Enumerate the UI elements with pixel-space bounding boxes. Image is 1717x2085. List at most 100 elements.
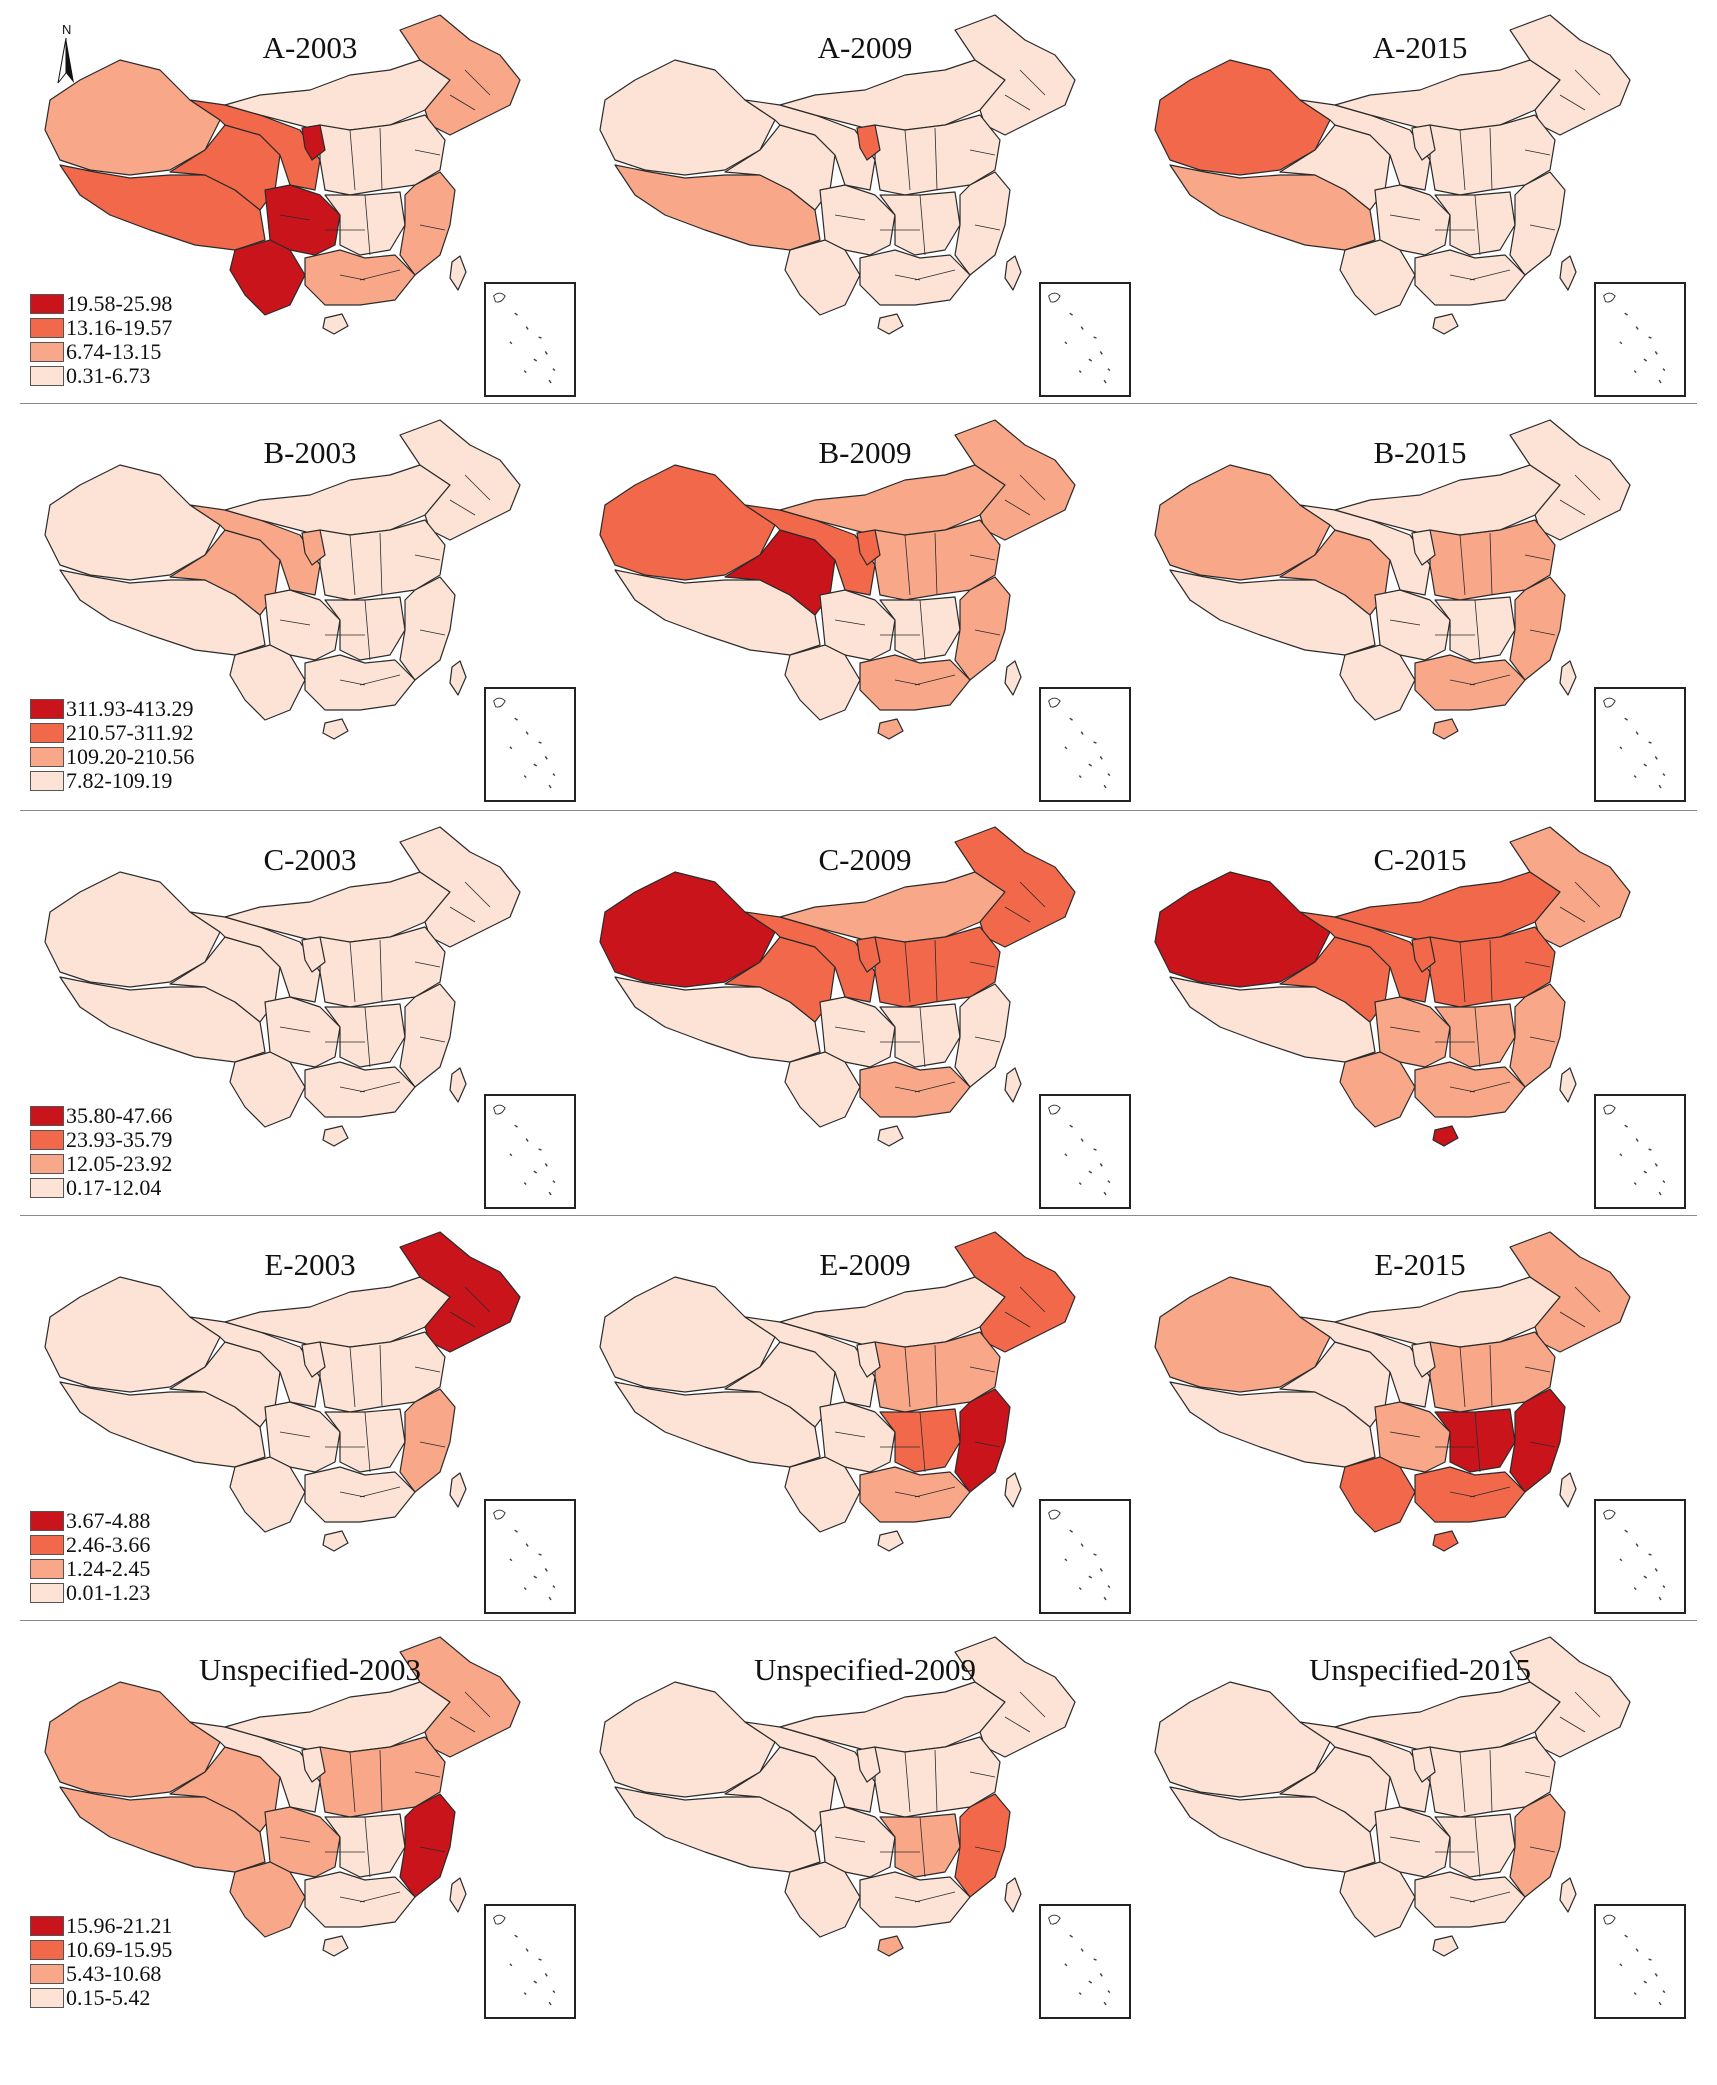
region-qinghai xyxy=(1279,124,1391,211)
province-boundary xyxy=(1524,149,1551,156)
province-boundary xyxy=(379,127,383,191)
panel-title: E-2015 xyxy=(1374,1247,1466,1282)
legend-swatch xyxy=(30,1511,64,1531)
region-ningxia xyxy=(1411,1341,1436,1378)
region-taiwan xyxy=(1004,1472,1022,1508)
panel-title: E-2009 xyxy=(819,1247,911,1282)
region-hainan xyxy=(322,1530,349,1552)
region-central xyxy=(879,596,961,661)
inset-islands-icon xyxy=(493,1509,556,1601)
panel-title: Unspecified-2015 xyxy=(1308,1652,1532,1687)
region-east xyxy=(1509,171,1566,276)
region-south xyxy=(304,1871,416,1928)
china-choropleth-map xyxy=(599,14,1076,335)
region-north-china xyxy=(874,519,1001,601)
province-boundary xyxy=(1559,94,1586,111)
province-boundary xyxy=(279,1836,311,1843)
province-boundary xyxy=(934,532,938,596)
panel-title: C-2015 xyxy=(1373,842,1467,877)
region-northeast xyxy=(1509,1636,1631,1758)
legend-swatch xyxy=(30,342,64,362)
province-boundary xyxy=(1524,1366,1551,1373)
province-boundary xyxy=(1489,939,1493,1003)
south-china-sea-inset xyxy=(1039,282,1131,397)
province-boundary xyxy=(449,94,476,111)
province-boundary xyxy=(379,1344,383,1408)
map-panel: C-2003 35.80-47.66 23.93-35.79 12.05-23.92 0… xyxy=(20,812,576,1217)
region-tibet xyxy=(614,569,821,656)
province-boundary xyxy=(419,1846,446,1853)
china-choropleth-map xyxy=(599,419,1076,740)
region-north-china xyxy=(319,1331,446,1413)
panel-title: C-2009 xyxy=(818,842,912,877)
region-hainan xyxy=(1432,718,1459,740)
province-boundary xyxy=(914,1486,956,1498)
inset-islands-icon xyxy=(1048,292,1111,384)
inset-islands-icon xyxy=(493,292,556,384)
china-choropleth-map xyxy=(599,826,1076,1147)
province-boundary xyxy=(934,1749,938,1813)
region-north-china xyxy=(874,1331,1001,1413)
region-hainan xyxy=(877,1530,904,1552)
panel-title: Unspecified-2003 xyxy=(198,1652,422,1687)
region-taiwan xyxy=(1004,255,1022,291)
region-north-china xyxy=(874,926,1001,1008)
province-boundary xyxy=(904,1346,911,1408)
region-ningxia xyxy=(1411,1746,1436,1783)
region-east xyxy=(954,576,1011,681)
map-panel: B-2015 xyxy=(1130,405,1686,810)
province-boundary xyxy=(904,941,911,1003)
province-boundary xyxy=(359,269,401,281)
province-boundary xyxy=(1449,679,1476,686)
region-tibet xyxy=(1169,1381,1376,1468)
region-qinghai xyxy=(1279,936,1391,1023)
region-south xyxy=(859,1061,971,1118)
province-boundary xyxy=(904,129,911,191)
region-hainan xyxy=(322,1935,349,1957)
china-choropleth-map xyxy=(44,826,521,1147)
province-boundary xyxy=(1019,474,1046,501)
legend-label: 0.15-5.42 xyxy=(66,1985,151,2010)
inset-islands-icon xyxy=(1048,1509,1111,1601)
region-northeast xyxy=(954,826,1076,948)
region-south xyxy=(859,1466,971,1523)
region-taiwan xyxy=(449,1472,467,1508)
province-boundary xyxy=(894,1896,921,1903)
legend-label: 5.43-10.68 xyxy=(66,1961,162,1986)
province-boundary xyxy=(279,214,311,221)
region-north-china xyxy=(1429,114,1556,196)
region-northeast xyxy=(954,1231,1076,1353)
legend-swatch xyxy=(30,366,64,386)
region-tibet xyxy=(59,164,266,251)
region-central xyxy=(324,1003,406,1068)
province-boundary xyxy=(914,269,956,281)
region-north-china xyxy=(1429,1331,1556,1413)
province-boundary xyxy=(1489,1344,1493,1408)
province-boundary xyxy=(339,274,366,281)
china-choropleth-map xyxy=(1154,1231,1631,1552)
province-boundary xyxy=(1399,1871,1416,1898)
region-taiwan xyxy=(1559,660,1577,696)
region-ningxia xyxy=(1411,529,1436,566)
region-central xyxy=(879,1813,961,1878)
province-boundary xyxy=(844,1871,861,1898)
region-yunnan xyxy=(229,1051,306,1128)
panel-title: A-2009 xyxy=(817,30,913,65)
legend-label: 210.57-311.92 xyxy=(66,720,194,745)
province-boundary xyxy=(1399,249,1416,276)
province-boundary xyxy=(379,532,383,596)
region-northeast xyxy=(399,1636,521,1758)
region-qinghai xyxy=(724,936,836,1023)
province-boundary xyxy=(349,129,356,191)
panel-title: B-2009 xyxy=(818,435,912,470)
province-boundary xyxy=(969,1771,996,1778)
legend-label: 23.93-35.79 xyxy=(66,1127,173,1152)
region-tibet xyxy=(1169,569,1376,656)
legend-swatch xyxy=(30,1559,64,1579)
legend-swatch xyxy=(30,1988,64,2008)
region-central xyxy=(879,1003,961,1068)
province-boundary xyxy=(349,1346,356,1408)
legend-swatch xyxy=(30,1916,64,1936)
region-taiwan xyxy=(449,660,467,696)
